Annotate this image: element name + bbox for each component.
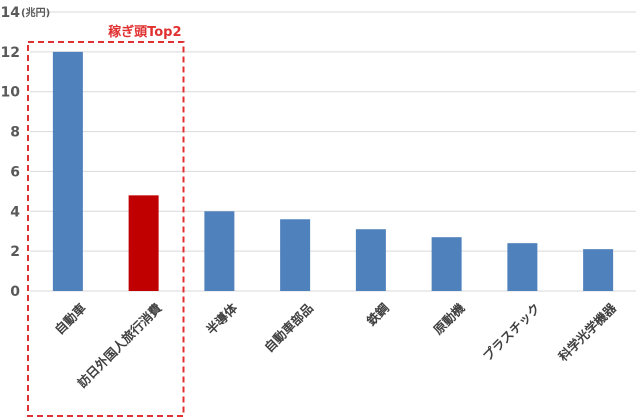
bar-3 (280, 219, 311, 291)
y-axis-ticks: 0 2 4 6 8 10 12 14 (1, 5, 21, 300)
gridlines (30, 11, 636, 292)
category-label: 科学光学機器 (555, 300, 619, 364)
bar-5 (431, 237, 462, 291)
bar-6 (507, 243, 538, 291)
bars (52, 51, 614, 291)
y-tick-label: 4 (10, 204, 20, 220)
y-tick-label: 8 (10, 125, 20, 141)
top2-highlight-box (27, 41, 185, 417)
y-tick-label: 2 (10, 244, 20, 260)
bar-2 (204, 211, 235, 291)
y-tick-label: 10 (1, 85, 21, 101)
category-label: 訪日外国人旅行消費 (74, 300, 165, 391)
category-label: 自動車部品 (261, 300, 316, 355)
bar-4 (355, 229, 386, 291)
bar-7 (583, 249, 614, 291)
bar-1 (128, 195, 159, 291)
y-tick-label: 12 (1, 45, 20, 61)
bar-0 (52, 51, 83, 291)
category-label: 原動機 (430, 300, 467, 337)
category-label: 鉄鋼 (363, 300, 391, 328)
category-label: 半導体 (203, 300, 240, 337)
category-label: 自動車 (52, 300, 89, 337)
category-label: プラスチック (480, 300, 543, 363)
y-tick-label: 0 (10, 284, 20, 300)
top2-annotation-label: 稼ぎ頭Top2 (108, 24, 181, 40)
y-tick-label: 14 (1, 5, 21, 21)
y-tick-label: 6 (10, 164, 20, 180)
y-axis-unit-label: (兆円) (21, 6, 50, 19)
